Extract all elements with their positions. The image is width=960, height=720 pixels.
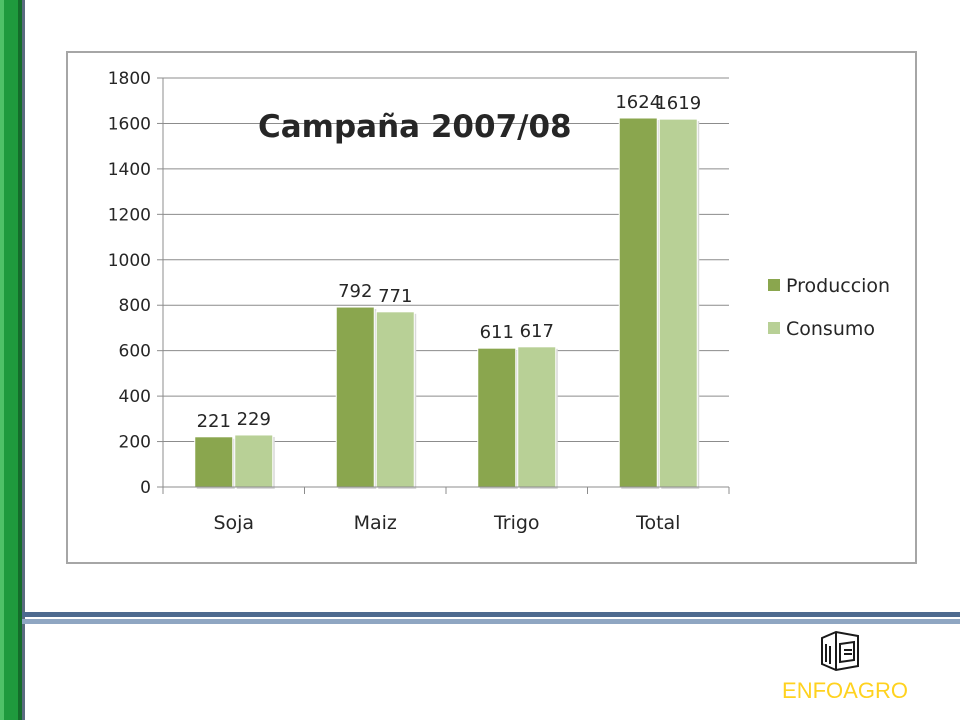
y-tick-label: 600 <box>119 342 151 362</box>
y-tick-label: 1800 <box>108 69 151 89</box>
legend-swatch <box>768 279 780 291</box>
left-accent-bar <box>0 0 22 720</box>
bar-produccion <box>335 306 375 488</box>
axes: 0 200 400 600 800 1000 1200 1400 1600 1800 <box>108 69 730 498</box>
data-label: 229 <box>237 409 271 430</box>
bar-chart: 0 200 400 600 800 1000 1200 1400 1600 1800 221 229… <box>108 69 890 534</box>
bar-consumo <box>658 118 698 488</box>
logo-text: ENFOAGRO <box>782 678 908 703</box>
building-icon <box>821 630 859 672</box>
y-tick-label: 1400 <box>108 160 151 180</box>
legend-label: Produccion <box>786 275 890 297</box>
left-accent-shadow <box>22 0 25 720</box>
data-label: 1619 <box>655 93 701 114</box>
legend-swatch <box>768 322 780 334</box>
data-label: 617 <box>520 321 554 342</box>
data-label: 771 <box>378 286 412 307</box>
x-category-label: Trigo <box>493 512 540 534</box>
data-label: 792 <box>338 281 372 302</box>
y-tick-label: 200 <box>119 433 151 453</box>
chart-title: Campaña 2007/08 <box>258 109 572 145</box>
chart-frame: 0 200 400 600 800 1000 1200 1400 1600 1800 221 229… <box>66 51 917 564</box>
footer-divider <box>22 612 960 617</box>
legend: Produccion Consumo <box>768 275 890 340</box>
bar-consumo <box>234 434 274 488</box>
footer-divider-light <box>22 619 960 624</box>
y-tick-label: 1600 <box>108 114 151 134</box>
legend-label: Consumo <box>786 318 875 340</box>
y-tick-label: 800 <box>119 296 151 316</box>
data-label: 221 <box>197 411 231 432</box>
bar-consumo <box>517 346 557 488</box>
y-tick-label: 1000 <box>108 251 151 271</box>
y-tick-label: 1200 <box>108 205 151 225</box>
bar-produccion <box>618 117 658 488</box>
enfoagro-logo: ENFOAGRO <box>770 626 920 706</box>
bar-produccion <box>477 347 517 488</box>
y-tick-label: 400 <box>119 387 151 407</box>
data-label: 611 <box>480 322 514 343</box>
bars <box>194 117 700 489</box>
x-category-label: Soja <box>213 512 254 534</box>
data-label: 1624 <box>615 92 661 113</box>
bar-produccion <box>194 436 234 488</box>
x-category-label: Total <box>635 512 680 534</box>
y-tick-label: 0 <box>140 478 151 498</box>
bar-consumo <box>375 311 415 488</box>
x-category-label: Maiz <box>354 512 397 534</box>
